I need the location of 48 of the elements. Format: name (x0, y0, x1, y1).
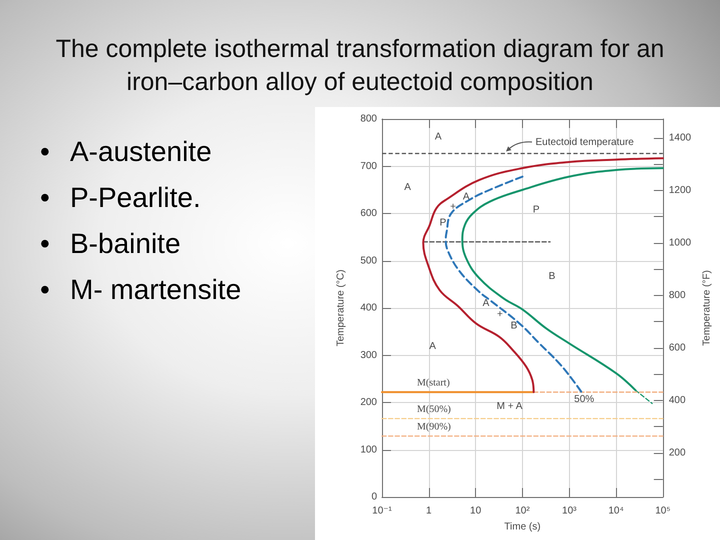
annotation: B (510, 320, 518, 332)
annotation: + (450, 201, 456, 212)
annotation: B (548, 271, 556, 282)
text: • P-Pearlite. (40, 181, 201, 215)
text: • B-bainite (40, 227, 181, 261)
annotation: A (434, 131, 442, 142)
y2-tick-label: 400 (668, 394, 686, 406)
annotation: M + A (496, 401, 523, 412)
y-tick-label: 500 (360, 255, 378, 266)
legend-label: Eutectoid temperature (535, 136, 634, 148)
y-tick-label: 600 (360, 208, 378, 219)
annotation: A (404, 182, 412, 193)
x-tick-label: 10⁻¹ (372, 506, 393, 516)
x-tick-label: 10⁴ (608, 506, 624, 516)
annotation: P (532, 204, 540, 216)
y-tick-label: 0 (371, 492, 378, 502)
series-label: M(start) (417, 378, 450, 389)
annotation: A (429, 341, 436, 352)
y-tick-label: 400 (360, 302, 378, 314)
y2-tick-label: 1000 (668, 237, 692, 248)
x-tick-label: 10³ (562, 506, 578, 516)
y-tick-label: 700 (360, 160, 378, 172)
y2-axis-title: Temperature (°F) (702, 270, 712, 346)
x-tick-label: 10 (470, 506, 482, 516)
series-label: M(90%) (417, 422, 451, 433)
annotation: A (462, 191, 470, 202)
x-tick-label: 10⁵ (655, 506, 670, 516)
series-label: M(50%) (417, 404, 451, 416)
y2-tick-label: 200 (668, 447, 686, 458)
x-tick-label: 10² (515, 506, 530, 516)
chart-title: The complete isothermal transformation diagram for an iron–carbon alloy of eutectoid composition (54, 34, 666, 98)
x-axis-title: Time (s) (504, 522, 541, 532)
y-axis-title: Temperature (°C) (336, 270, 346, 346)
y-tick-label: 300 (360, 350, 378, 361)
text: • A-austenite (40, 135, 212, 169)
annotation: P (440, 217, 447, 228)
y-tick-label: 200 (360, 397, 378, 408)
annotation: + (496, 309, 503, 320)
text: • M- martensite (40, 273, 242, 307)
y2-tick-label: 800 (668, 290, 686, 301)
y2-tick-label: 600 (668, 342, 686, 354)
y-tick-label: 800 (360, 114, 378, 124)
x-tick-label: 1 (426, 506, 432, 516)
series-label: 50% (574, 394, 594, 406)
annotation: A (482, 298, 490, 310)
y-tick-label: 100 (360, 444, 378, 456)
y2-tick-label: 1400 (668, 132, 692, 144)
y2-tick-label: 1200 (668, 184, 692, 196)
